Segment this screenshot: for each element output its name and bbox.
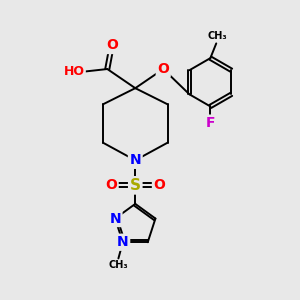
Text: N: N [130,153,141,167]
Text: CH₃: CH₃ [109,260,128,270]
Text: N: N [117,235,129,249]
Text: O: O [154,178,165,192]
Text: O: O [157,62,169,76]
Text: F: F [206,116,215,130]
Text: HO: HO [64,65,85,78]
Text: O: O [106,38,118,52]
Text: N: N [109,212,121,226]
Text: CH₃: CH₃ [208,31,227,41]
Text: S: S [130,178,141,193]
Text: O: O [105,178,117,192]
